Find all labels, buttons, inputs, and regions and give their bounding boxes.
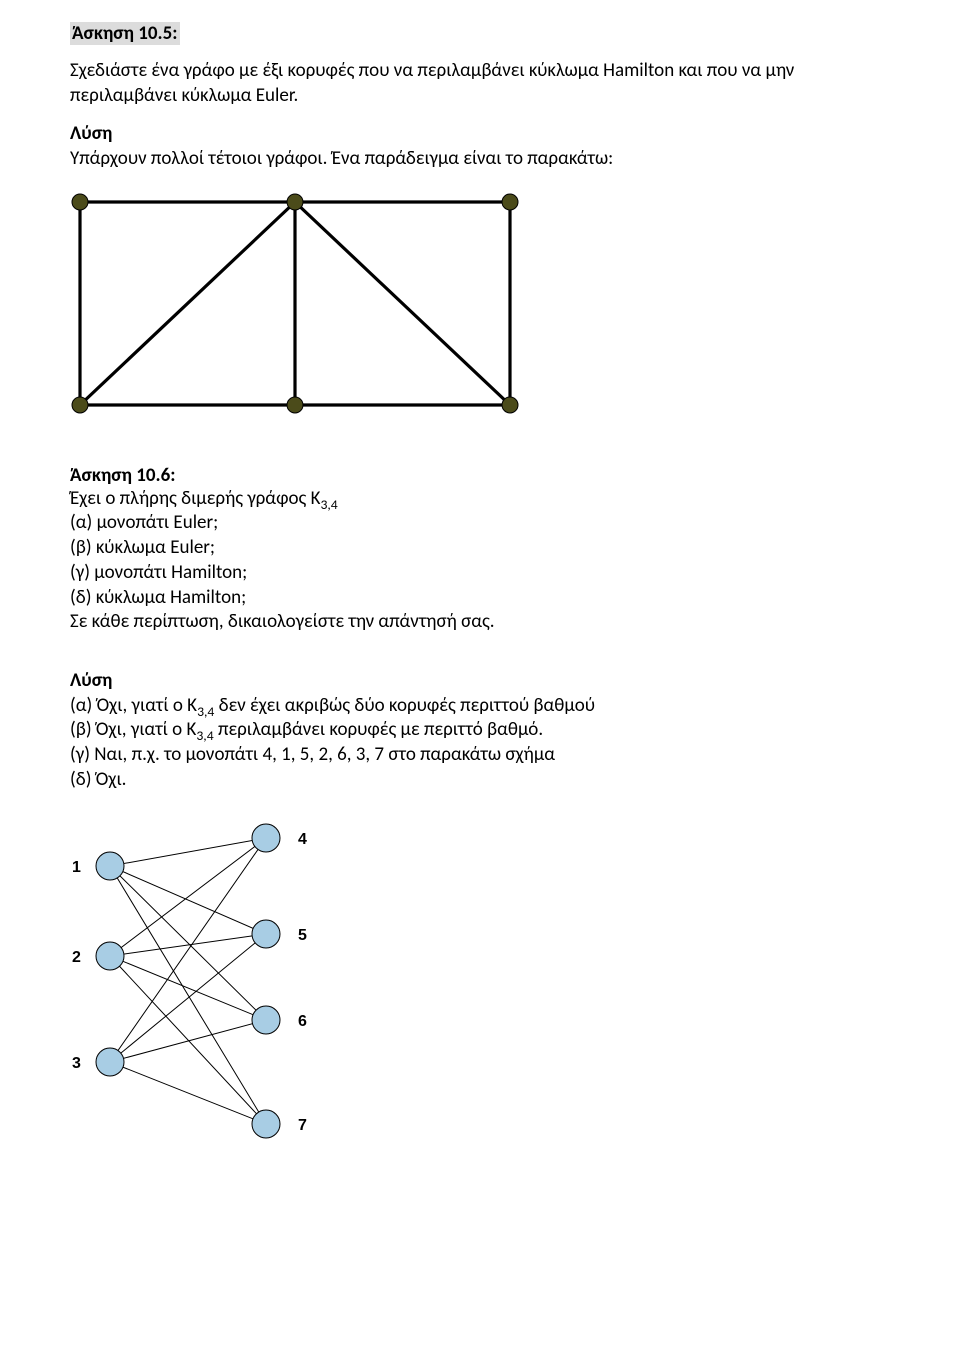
svg-text:7: 7 — [298, 1117, 307, 1134]
q-c: (γ) μονοπάτι Hamilton; — [70, 561, 890, 586]
solution-block-1: Λύση Υπάρχουν πολλοί τέτοιοι γράφοι. Ένα… — [70, 122, 890, 171]
graph-2: 1 2 3 4 5 6 7 — [40, 816, 890, 1156]
svg-text:5: 5 — [298, 927, 307, 944]
graph-2-svg: 1 2 3 4 5 6 7 — [40, 816, 350, 1156]
solution-block-2: Λύση (α) Όχι, γιατί ο K3,4 δεν έχει ακρι… — [70, 669, 890, 792]
ans-b-sub: 3,4 — [196, 727, 213, 744]
q-b: (β) κύκλωμα Euler; — [70, 536, 890, 561]
ans-d: (δ) Όχι. — [70, 768, 890, 793]
page: Άσκηση 10.5: Σχεδιάστε ένα γράφο με έξι … — [0, 0, 960, 1361]
graph-1-svg — [66, 186, 534, 424]
ans-b-post: περιλαμβάνει κορυφές με περιττό βαθμό. — [214, 718, 543, 741]
intro-pre: Έχει ο πλήρης διμερής γράφος K — [70, 487, 320, 510]
ans-a: (α) Όχι, γιατί ο K3,4 δεν έχει ακριβώς δ… — [70, 694, 890, 719]
svg-text:1: 1 — [72, 859, 81, 876]
ans-b: (β) Όχι, γιατί ο K3,4 περιλαμβάνει κορυφ… — [70, 718, 890, 743]
solution-label-2: Λύση — [70, 669, 890, 694]
exercise-10-5-title: Άσκηση 10.5: — [70, 22, 180, 45]
exercise-10-6-intro: Έχει ο πλήρης διμερής γράφος K3,4 — [70, 487, 890, 512]
q-d: (δ) κύκλωμα Hamilton; — [70, 586, 890, 611]
intro-sub: 3,4 — [320, 496, 337, 513]
ans-a-post: δεν έχει ακριβώς δύο κορυφές περιττού βα… — [214, 694, 595, 717]
graph-1 — [66, 186, 890, 424]
ans-a-sub: 3,4 — [197, 702, 214, 719]
solution-text-1: Υπάρχουν πολλοί τέτοιοι γράφοι. Ένα παρά… — [70, 147, 890, 172]
ans-c: (γ) Ναι, π.χ. το μονοπάτι 4, 1, 5, 2, 6,… — [70, 743, 890, 768]
svg-text:6: 6 — [298, 1013, 307, 1030]
ans-b-pre: (β) Όχι, γιατί ο K — [70, 718, 196, 741]
ans-a-pre: (α) Όχι, γιατί ο K — [70, 694, 197, 717]
exercise-10-5-prompt: Σχεδιάστε ένα γράφο με έξι κορυφές που ν… — [70, 59, 890, 108]
exercise-10-6-title: Άσκηση 10.6: — [70, 464, 890, 487]
svg-text:2: 2 — [72, 949, 81, 966]
q-a: (α) μονοπάτι Euler; — [70, 511, 890, 536]
justify: Σε κάθε περίπτωση, δικαιολογείστε την απ… — [70, 610, 890, 635]
svg-text:3: 3 — [72, 1055, 81, 1072]
svg-text:4: 4 — [298, 831, 307, 848]
solution-label-1: Λύση — [70, 122, 890, 147]
